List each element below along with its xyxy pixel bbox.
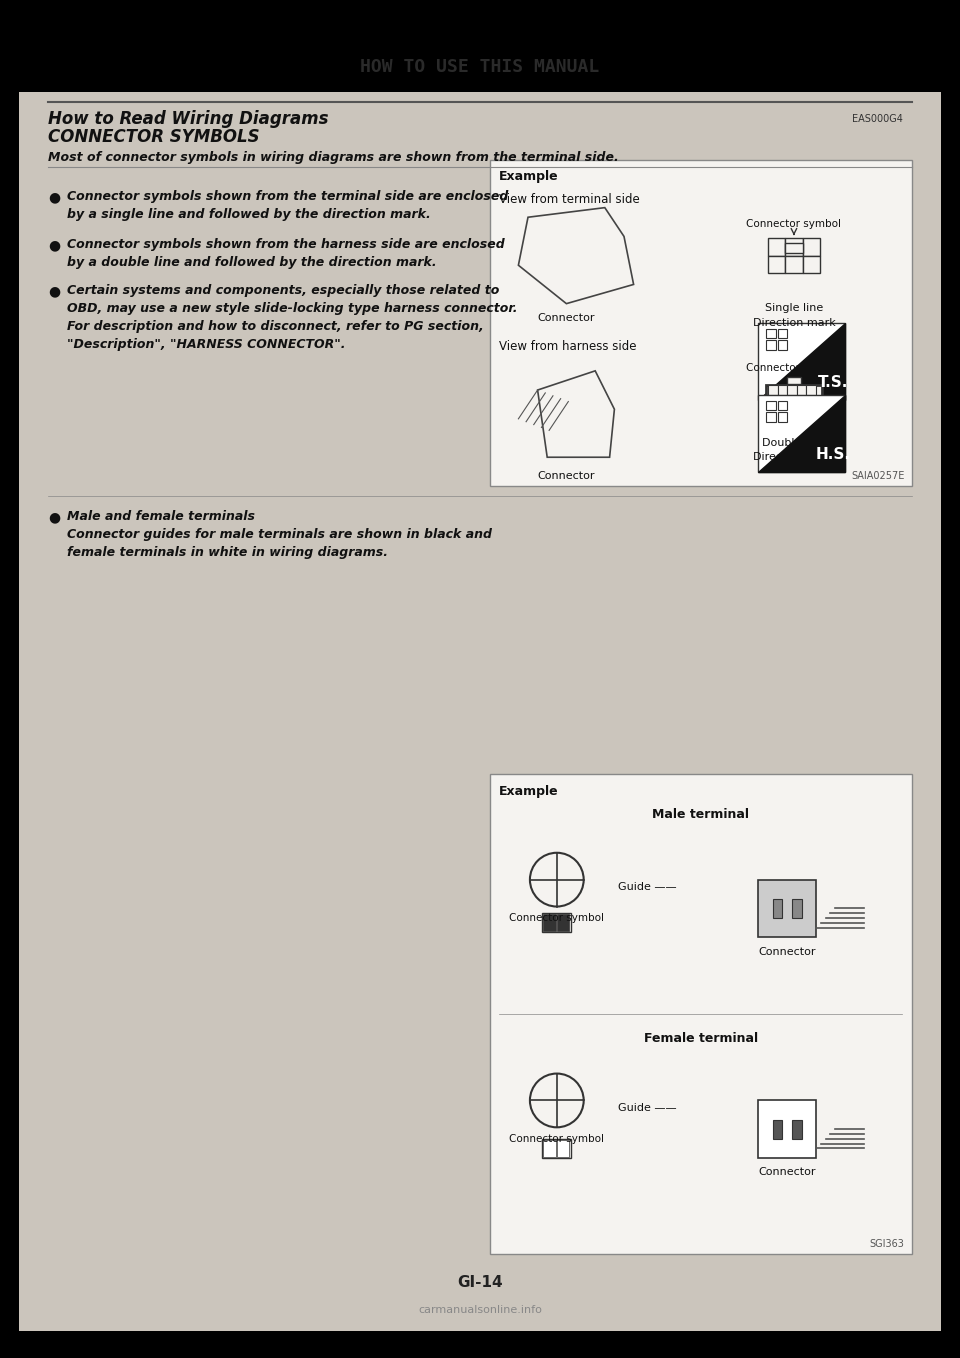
Polygon shape [758, 323, 845, 399]
Text: Connector symbol: Connector symbol [747, 219, 841, 230]
Bar [785, 255, 803, 273]
Bar [787, 386, 797, 395]
Bar [797, 395, 806, 405]
Text: HOW TO USE THIS MANUAL: HOW TO USE THIS MANUAL [360, 58, 600, 76]
Bar [806, 386, 816, 395]
Bar [766, 329, 776, 338]
Bar [773, 899, 782, 918]
Text: GI-14: GI-14 [457, 1275, 503, 1290]
Text: SAIA0257E: SAIA0257E [851, 471, 904, 481]
Bar [766, 401, 776, 410]
Bar [543, 1139, 556, 1157]
Text: Connector symbol: Connector symbol [510, 1134, 604, 1143]
Text: Male and female terminals
Connector guides for male terminals are shown in black: Male and female terminals Connector guid… [67, 511, 492, 559]
Bar [785, 239, 803, 255]
Text: Connector: Connector [758, 947, 816, 956]
Bar [803, 255, 820, 273]
Bar [785, 243, 803, 253]
Bar [803, 239, 820, 255]
Text: Direction mark: Direction mark [753, 318, 835, 327]
Bar [778, 395, 787, 405]
Bar [557, 914, 569, 932]
Text: View from terminal side: View from terminal side [499, 193, 640, 206]
Bar [766, 340, 776, 350]
Text: Certain systems and components, especially those related to
OBD, may use a new s: Certain systems and components, especial… [67, 284, 517, 352]
Text: Connector: Connector [538, 471, 595, 482]
Bar [778, 411, 787, 422]
Bar [766, 411, 776, 422]
Bar [787, 395, 797, 405]
Text: ●: ● [48, 284, 60, 299]
Bar [787, 376, 801, 384]
Bar [792, 1119, 802, 1139]
Bar [758, 880, 816, 937]
Text: Most of connector symbols in wiring diagrams are shown from the terminal side.: Most of connector symbols in wiring diag… [48, 151, 619, 164]
Bar [778, 386, 787, 395]
Text: Connector symbol: Connector symbol [747, 363, 841, 373]
Text: Guide ——: Guide —— [618, 883, 677, 892]
Text: Connector symbol: Connector symbol [510, 913, 604, 923]
Bar [542, 1139, 571, 1158]
Text: Single line: Single line [765, 303, 823, 314]
Text: Male terminal: Male terminal [652, 808, 750, 820]
Text: T.S.: T.S. [818, 375, 849, 390]
Text: Connector: Connector [538, 314, 595, 323]
Text: ●: ● [48, 190, 60, 204]
Text: ●: ● [48, 239, 60, 253]
Bar [768, 239, 785, 255]
Text: Connector: Connector [758, 1168, 816, 1177]
Bar [778, 401, 787, 410]
Bar [490, 160, 912, 486]
Text: Connector symbols shown from the terminal side are enclosed
by a single line and: Connector symbols shown from the termina… [67, 190, 509, 221]
Bar [768, 386, 778, 395]
Text: Example: Example [499, 170, 559, 183]
Text: Direction mark: Direction mark [753, 452, 835, 462]
Text: SGI363: SGI363 [870, 1240, 904, 1249]
Text: Example: Example [499, 785, 559, 797]
Text: CONNECTOR SYMBOLS: CONNECTOR SYMBOLS [48, 128, 259, 145]
Text: carmanualsonline.info: carmanualsonline.info [418, 1305, 542, 1315]
Bar [778, 340, 787, 350]
Bar [768, 395, 778, 405]
Bar [766, 386, 822, 406]
Bar [557, 1139, 569, 1157]
Bar [768, 255, 785, 273]
Bar [542, 913, 571, 933]
Text: How to Read Wiring Diagrams: How to Read Wiring Diagrams [48, 110, 328, 128]
Bar [758, 395, 845, 471]
Bar [758, 1100, 816, 1158]
Text: View from harness side: View from harness side [499, 341, 636, 353]
Text: EAS000G4: EAS000G4 [852, 114, 902, 125]
Text: Female terminal: Female terminal [644, 1032, 757, 1044]
Bar [758, 323, 845, 399]
Bar [773, 1119, 782, 1139]
Text: Connector symbols shown from the harness side are enclosed
by a double line and : Connector symbols shown from the harness… [67, 239, 505, 269]
Bar [490, 774, 912, 1253]
Polygon shape [758, 395, 845, 471]
Bar [792, 899, 802, 918]
Bar [806, 395, 816, 405]
Text: Double line: Double line [762, 437, 826, 448]
Text: H.S.: H.S. [816, 447, 851, 462]
Bar [778, 329, 787, 338]
Bar [543, 914, 556, 932]
Text: Guide ——: Guide —— [618, 1103, 677, 1114]
Bar [797, 386, 806, 395]
Text: ●: ● [48, 511, 60, 524]
Bar [19, 27, 941, 92]
